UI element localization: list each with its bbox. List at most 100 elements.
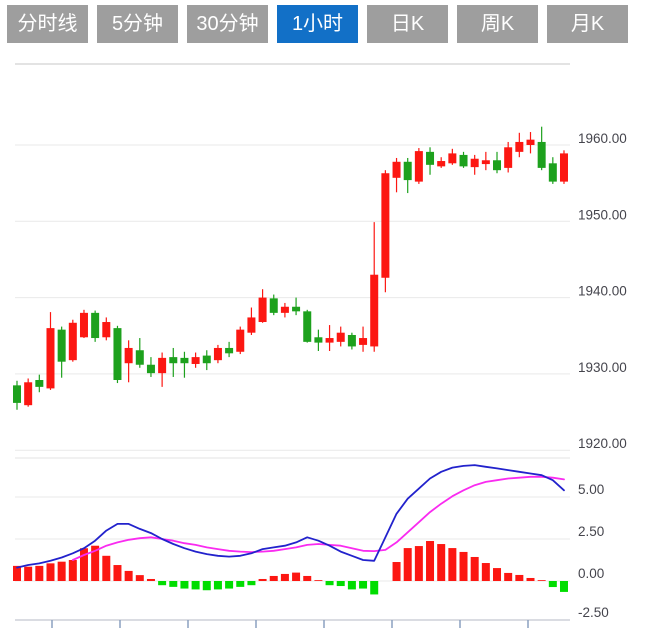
macd-bar-positive bbox=[280, 573, 289, 581]
candle-body bbox=[504, 147, 513, 168]
candle-body bbox=[158, 357, 167, 374]
candle-body bbox=[481, 160, 490, 165]
macd-bar-negative bbox=[169, 581, 178, 587]
tab-1[interactable]: 5分钟 bbox=[97, 5, 178, 43]
candle-down bbox=[180, 351, 189, 378]
macd-bar-positive bbox=[392, 562, 401, 581]
candle-up bbox=[46, 312, 55, 390]
candle-body bbox=[102, 322, 111, 338]
macd-bar-negative bbox=[158, 581, 167, 586]
candle-down bbox=[91, 310, 100, 342]
price-axis-label: 1960.00 bbox=[578, 131, 627, 146]
macd-bar-negative bbox=[247, 581, 256, 586]
candle-up bbox=[158, 352, 167, 387]
tab-3-active[interactable]: 1小时 bbox=[277, 5, 358, 43]
candle-up bbox=[191, 352, 200, 368]
candle-body bbox=[470, 158, 479, 168]
macd-bar-negative bbox=[336, 581, 345, 587]
tab-5[interactable]: 周K bbox=[457, 5, 538, 43]
candle-down bbox=[202, 350, 211, 371]
dea-line bbox=[71, 475, 565, 561]
candle-up bbox=[381, 170, 390, 293]
candle-down bbox=[403, 157, 412, 194]
candle-down bbox=[169, 347, 178, 377]
macd-bar-positive bbox=[481, 563, 490, 581]
macd-axis-label: 2.50 bbox=[578, 524, 604, 539]
candle-body bbox=[180, 357, 189, 364]
candle-down bbox=[459, 151, 468, 168]
candle-up bbox=[392, 157, 401, 193]
candle-up bbox=[258, 289, 267, 323]
candle-body bbox=[113, 328, 122, 381]
candle-down bbox=[426, 147, 435, 175]
tab-4[interactable]: 日K bbox=[367, 5, 448, 43]
macd-bar-positive bbox=[91, 545, 100, 581]
candle-body bbox=[559, 153, 568, 182]
macd-bar-negative bbox=[213, 581, 222, 590]
candle-down bbox=[225, 341, 234, 358]
candle-up bbox=[359, 326, 368, 352]
macd-bar-positive bbox=[504, 572, 513, 581]
macd-bar-negative bbox=[225, 581, 234, 589]
tab-6[interactable]: 月K bbox=[547, 5, 628, 43]
macd-bar-positive bbox=[135, 575, 144, 581]
macd-bar-positive bbox=[526, 577, 535, 581]
candle-up bbox=[247, 307, 256, 335]
macd-bar-positive bbox=[537, 580, 546, 581]
macd-bar-positive bbox=[303, 575, 312, 581]
candle-up bbox=[526, 132, 535, 154]
candle-down bbox=[13, 380, 21, 410]
tab-2[interactable]: 30分钟 bbox=[187, 5, 268, 43]
candle-body bbox=[79, 312, 88, 338]
candle-body bbox=[202, 355, 211, 364]
macd-bar-positive bbox=[403, 548, 412, 581]
macd-bar-negative bbox=[370, 581, 379, 595]
candle-up bbox=[236, 326, 245, 355]
macd-bar-positive bbox=[124, 570, 133, 581]
candle-up bbox=[559, 150, 568, 184]
macd-bar-positive bbox=[426, 541, 435, 581]
candle-body bbox=[46, 328, 55, 389]
dif-line bbox=[16, 464, 565, 569]
price-axis-label: 1920.00 bbox=[578, 436, 627, 451]
candle-up bbox=[448, 148, 457, 165]
candle-down bbox=[548, 157, 557, 184]
candle-body bbox=[24, 382, 33, 406]
macd-bar-positive bbox=[102, 555, 111, 581]
macd-bar-negative bbox=[180, 581, 189, 589]
macd-bar-positive bbox=[470, 556, 479, 581]
macd-bar-positive bbox=[35, 565, 44, 581]
candle-body bbox=[91, 312, 100, 339]
macd-bar-negative bbox=[191, 581, 200, 590]
candle-body bbox=[225, 347, 234, 354]
price-axis-label: 1950.00 bbox=[578, 207, 627, 222]
macd-layer bbox=[13, 464, 568, 595]
candles-layer bbox=[13, 126, 568, 410]
macd-bar-negative bbox=[202, 581, 211, 591]
candle-body bbox=[258, 297, 267, 323]
candle-up bbox=[504, 141, 513, 173]
candle-body bbox=[68, 322, 77, 361]
price-axis-label: 1930.00 bbox=[578, 360, 627, 375]
candle-up bbox=[280, 302, 289, 318]
candle-up bbox=[24, 378, 33, 407]
candle-body bbox=[236, 329, 245, 352]
candle-body bbox=[292, 306, 301, 312]
tab-0[interactable]: 分时线 bbox=[7, 5, 88, 43]
candle-body bbox=[191, 357, 200, 364]
candle-body bbox=[359, 338, 368, 345]
candle-up bbox=[68, 319, 77, 362]
candle-body bbox=[169, 357, 178, 364]
macd-bar-positive bbox=[459, 551, 468, 581]
candle-body bbox=[325, 338, 334, 343]
candle-body bbox=[448, 153, 457, 164]
macd-axis-label: 0.00 bbox=[578, 566, 604, 581]
candle-body bbox=[314, 337, 323, 343]
candle-down bbox=[493, 151, 502, 174]
candle-up bbox=[336, 326, 345, 347]
candle-body bbox=[269, 298, 278, 313]
macd-bar-negative bbox=[559, 581, 568, 592]
macd-bar-negative bbox=[548, 581, 557, 588]
candle-up bbox=[370, 222, 379, 352]
